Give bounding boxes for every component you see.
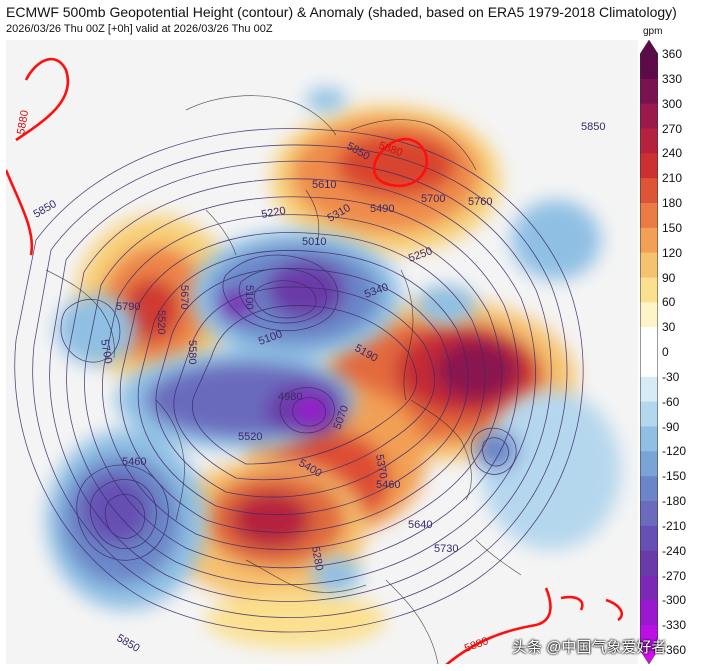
colorbar-frame: [640, 53, 658, 651]
colorbar-arrow-top: [640, 40, 658, 55]
colorbar-segment: [640, 625, 658, 651]
contour-label: 5280: [309, 545, 325, 571]
colorbar-segment: [640, 252, 658, 278]
contour-label: 4980: [278, 391, 302, 403]
colorbar-tick-label: -60: [662, 394, 680, 409]
colorbar-tick-label: -240: [662, 543, 687, 558]
colorbar-tick-label: -210: [662, 518, 687, 533]
chart-title: ECMWF 500mb Geopotential Height (contour…: [6, 4, 677, 20]
colorbar-segment: [640, 128, 658, 154]
contour-label: 5700: [421, 193, 445, 205]
colorbar-tick-label: 180: [662, 196, 683, 210]
colorbar: [640, 40, 658, 664]
contour-label: 5850: [581, 121, 605, 133]
colorbar-segment: [640, 302, 658, 328]
contour-label: 5460: [122, 456, 146, 468]
contour-label: 5670: [178, 285, 190, 309]
colorbar-segment: [640, 203, 658, 229]
colorbar-segment: [640, 103, 658, 129]
contour-label: 5610: [312, 179, 336, 191]
contour-label: 5520: [155, 310, 167, 334]
colorbar-unit: gpm: [643, 26, 663, 37]
colorbar-segment: [640, 178, 658, 204]
colorbar-tick-label: 360: [662, 47, 683, 61]
colorbar-tick-label: -90: [662, 419, 680, 434]
colorbar-segments: [640, 40, 658, 664]
colorbar-segment: [640, 525, 658, 552]
contour-label: 5520: [238, 431, 262, 443]
colorbar-segment: [640, 78, 658, 105]
colorbar-tick-label: -300: [662, 593, 687, 608]
contour-label: 5760: [468, 196, 492, 208]
colorbar-segment: [640, 501, 658, 527]
colorbar-segment: [640, 550, 658, 576]
colorbar-tick-label: 0: [662, 345, 669, 359]
contour-label: 5790: [116, 301, 140, 313]
colorbar-segment: [640, 401, 658, 427]
colorbar-tick-label: -330: [662, 618, 687, 633]
contour-5880: [6, 57, 623, 664]
contour-label: 5220: [260, 205, 286, 221]
contour-label: 5700: [98, 338, 114, 364]
contour-label: 5370: [373, 453, 389, 479]
colorbar-segment: [640, 426, 658, 452]
colorbar-tick-label: -360: [662, 643, 687, 657]
colorbar-tick-label: -270: [662, 568, 687, 583]
colorbar-tick-label: 240: [662, 146, 683, 161]
colorbar-segment: [640, 153, 658, 179]
contour-label: 5880: [15, 109, 31, 135]
coastlines: [45, 95, 522, 664]
colorbar-segment: [640, 277, 658, 303]
colorbar-segment: [640, 600, 658, 626]
colorbar-segment: [640, 451, 658, 477]
colorbar-segment: [640, 227, 658, 254]
colorbar-tick-label: -30: [662, 369, 680, 384]
colorbar-tick-label: 120: [662, 245, 683, 260]
colorbar-segment: [640, 54, 658, 80]
colorbar-tick-label: 210: [662, 171, 683, 186]
colorbar-tick-label: 150: [662, 220, 683, 235]
colorbar-tick-label: -150: [662, 469, 687, 484]
colorbar-segment: [640, 575, 658, 601]
colorbar-tick-label: -180: [662, 494, 687, 508]
contour-label: 5010: [302, 236, 326, 248]
colorbar-segment: [640, 352, 658, 378]
contour-label: 5640: [408, 519, 432, 531]
colorbar-tick-label: 330: [662, 71, 683, 86]
anomaly-map: 5880588058805850585058505850576057005700…: [6, 40, 638, 664]
contour-label: 5580: [186, 340, 198, 364]
contour-label: 5490: [370, 203, 394, 215]
colorbar-tick-label: 60: [662, 295, 676, 310]
watermark: 头条 @中国气象爱好者: [512, 639, 667, 656]
chart-subtitle: 2026/03/26 Thu 00Z [+0h] valid at 2026/0…: [6, 23, 273, 35]
colorbar-segment: [640, 476, 658, 502]
colorbar-segment: [640, 327, 658, 353]
colorbar-tick-label: 300: [662, 96, 683, 111]
colorbar-tick-label: 30: [662, 320, 676, 335]
colorbar-segment: [640, 376, 658, 403]
colorbar-tick-label: 90: [662, 270, 676, 285]
colorbar-tick-label: 270: [662, 121, 683, 136]
contour-label: 5730: [434, 543, 458, 555]
colorbar-tick-label: -120: [662, 444, 687, 459]
contour-label: 5100: [243, 285, 255, 309]
colorbar-ticks: 360 330 300 270 240 210 180 150 120 90 60 30 0 -30 -60…: [660, 40, 718, 664]
height-contours: [14, 128, 584, 633]
contour-label: 5460: [376, 479, 400, 491]
